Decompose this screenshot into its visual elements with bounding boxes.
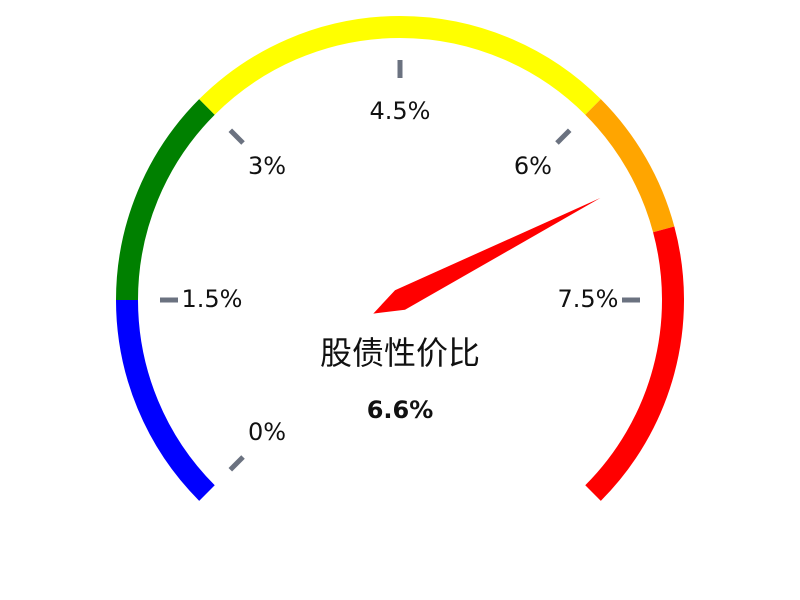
gauge-band-1	[116, 99, 215, 301]
gauge-value-label: 6.6%	[367, 396, 434, 424]
gauge-tick-0	[228, 455, 245, 472]
gauge-tick-label-5: 7.5%	[558, 285, 619, 313]
gauge-band-0	[116, 299, 215, 501]
gauge-ticks	[160, 60, 640, 472]
gauge-title: 股债性价比	[320, 334, 480, 372]
gauge-tick-label-4: 6%	[514, 152, 552, 180]
gauge-band-2	[199, 16, 601, 115]
gauge-tick-4	[555, 128, 572, 145]
gauge-tick-2	[228, 128, 245, 145]
gauge-tick-label-1: 1.5%	[182, 285, 243, 313]
gauge-band-4	[585, 226, 684, 501]
gauge-bands	[116, 16, 684, 501]
gauge-band-3	[585, 99, 675, 233]
gauge-tick-label-2: 3%	[248, 152, 286, 180]
gauge-needle	[373, 197, 601, 314]
gauge-tick-label-0: 0%	[248, 418, 286, 446]
gauge-tick-label-3: 4.5%	[370, 97, 431, 125]
gauge-tick-labels: 0% 1.5% 3% 4.5% 6% 7.5%	[182, 97, 619, 446]
